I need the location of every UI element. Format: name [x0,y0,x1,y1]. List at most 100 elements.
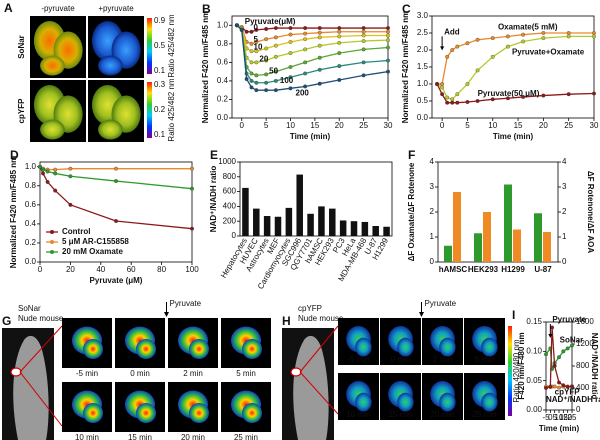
colorbar-tick: 0.5 [154,41,166,50]
y-axis-label: Normalized F420 nm/F485 nm [9,156,18,268]
data-point [505,34,510,39]
pointer [19,371,63,427]
data-point [490,97,495,102]
bar [253,208,260,236]
row-label: SoNar [17,35,26,59]
time-label: 20 min [430,410,454,419]
data-point [254,60,259,65]
colorbar-tick: 0.1 [154,130,166,139]
image-subtitle: Nude mouse [18,314,64,323]
data-point [264,80,269,85]
data-point [273,35,278,40]
data-point [450,100,455,105]
data-point [521,94,526,99]
x-tick-label: 30 [384,121,393,130]
colorbar [147,82,152,138]
data-point [557,385,561,390]
data-point [264,37,269,42]
series-label: 10 [254,42,263,51]
data-point [557,380,561,385]
image-title: SoNar [18,304,41,313]
data-point [303,37,308,42]
data-point [386,69,390,74]
data-point [249,41,254,46]
y2-tick-label: 1200 [576,339,594,348]
y-tick-label: 1.0 [417,79,429,88]
x-tick-label: hAMSC [439,265,468,274]
data-point [570,384,574,389]
series-label: Oxamate(5 mM) [498,23,558,32]
data-point [566,34,571,39]
image-title: cpYFP [298,304,322,313]
x-tick-label: H1299 [501,265,525,274]
bar [339,220,347,236]
data-point [45,180,50,184]
data-point [303,31,308,36]
y-axis-label: F420 nm/F480 nm [517,332,526,399]
data-point [505,96,510,101]
plot-frame [231,15,389,119]
bar [361,221,369,236]
plot-frame [239,161,393,237]
data-point [561,383,566,388]
x-tick-label: 20 [539,121,548,130]
data-point [68,166,73,171]
x-tick-label: 25 [564,121,573,130]
bar [444,245,452,262]
data-point [288,32,293,37]
x-tick-label: 20 [66,265,75,274]
time-label: 0 min [130,369,150,378]
x-axis-label: Time (min) [290,132,331,141]
y-tick-label: 1 [430,232,435,241]
data-point [386,26,390,31]
data-point [337,34,342,39]
data-point [386,29,390,34]
data-point [38,164,42,169]
data-point [361,26,366,31]
data-point [544,352,548,357]
time-label: -5 min [76,369,98,378]
data-point [264,72,269,77]
data-point [566,92,571,97]
y-axis-label: Normalized F420 nm/F485 nm [401,11,410,123]
y-tick-label: 0.0 [25,257,37,266]
y-tick-label: 0.10 [526,346,542,355]
y2-tick-label: 800 [576,361,590,370]
data-point [249,85,254,90]
panel-label: E [210,148,218,162]
y-tick-label: 0 [430,257,435,266]
bar [504,184,512,262]
cell-blob [439,337,456,357]
series-label: 50 [269,67,278,76]
panel-label: A [4,1,13,15]
data-point [317,81,322,86]
y2-tick-label: 3 [562,182,567,191]
data-point [541,36,546,41]
y-tick-label: 0.4 [25,219,37,228]
y2-tick-label: 0 [562,257,567,266]
data-point [455,100,460,105]
data-point [317,35,322,40]
y-tick-label: 2.5 [417,28,429,37]
data-point [386,45,390,50]
data-point [273,78,278,83]
legend-marker [50,230,54,234]
data-point [264,88,269,93]
panel-label: I [512,308,515,322]
x-tick-label: -5 [542,413,550,422]
data-point [254,40,259,44]
x-tick-label: 0 [548,413,553,422]
cell-blob [355,392,372,412]
series-label: 5 [254,35,259,44]
data-point [490,36,495,41]
data-point [450,97,455,102]
y-tick-label: 2.0 [417,45,429,54]
x-tick-label: 40 [96,265,105,274]
time-label: 2 min [433,355,453,364]
data-point [445,100,450,105]
annotation: Pyruvate [552,315,586,324]
data-point [337,78,342,82]
cell-blob [242,339,262,359]
data-point [541,31,546,35]
